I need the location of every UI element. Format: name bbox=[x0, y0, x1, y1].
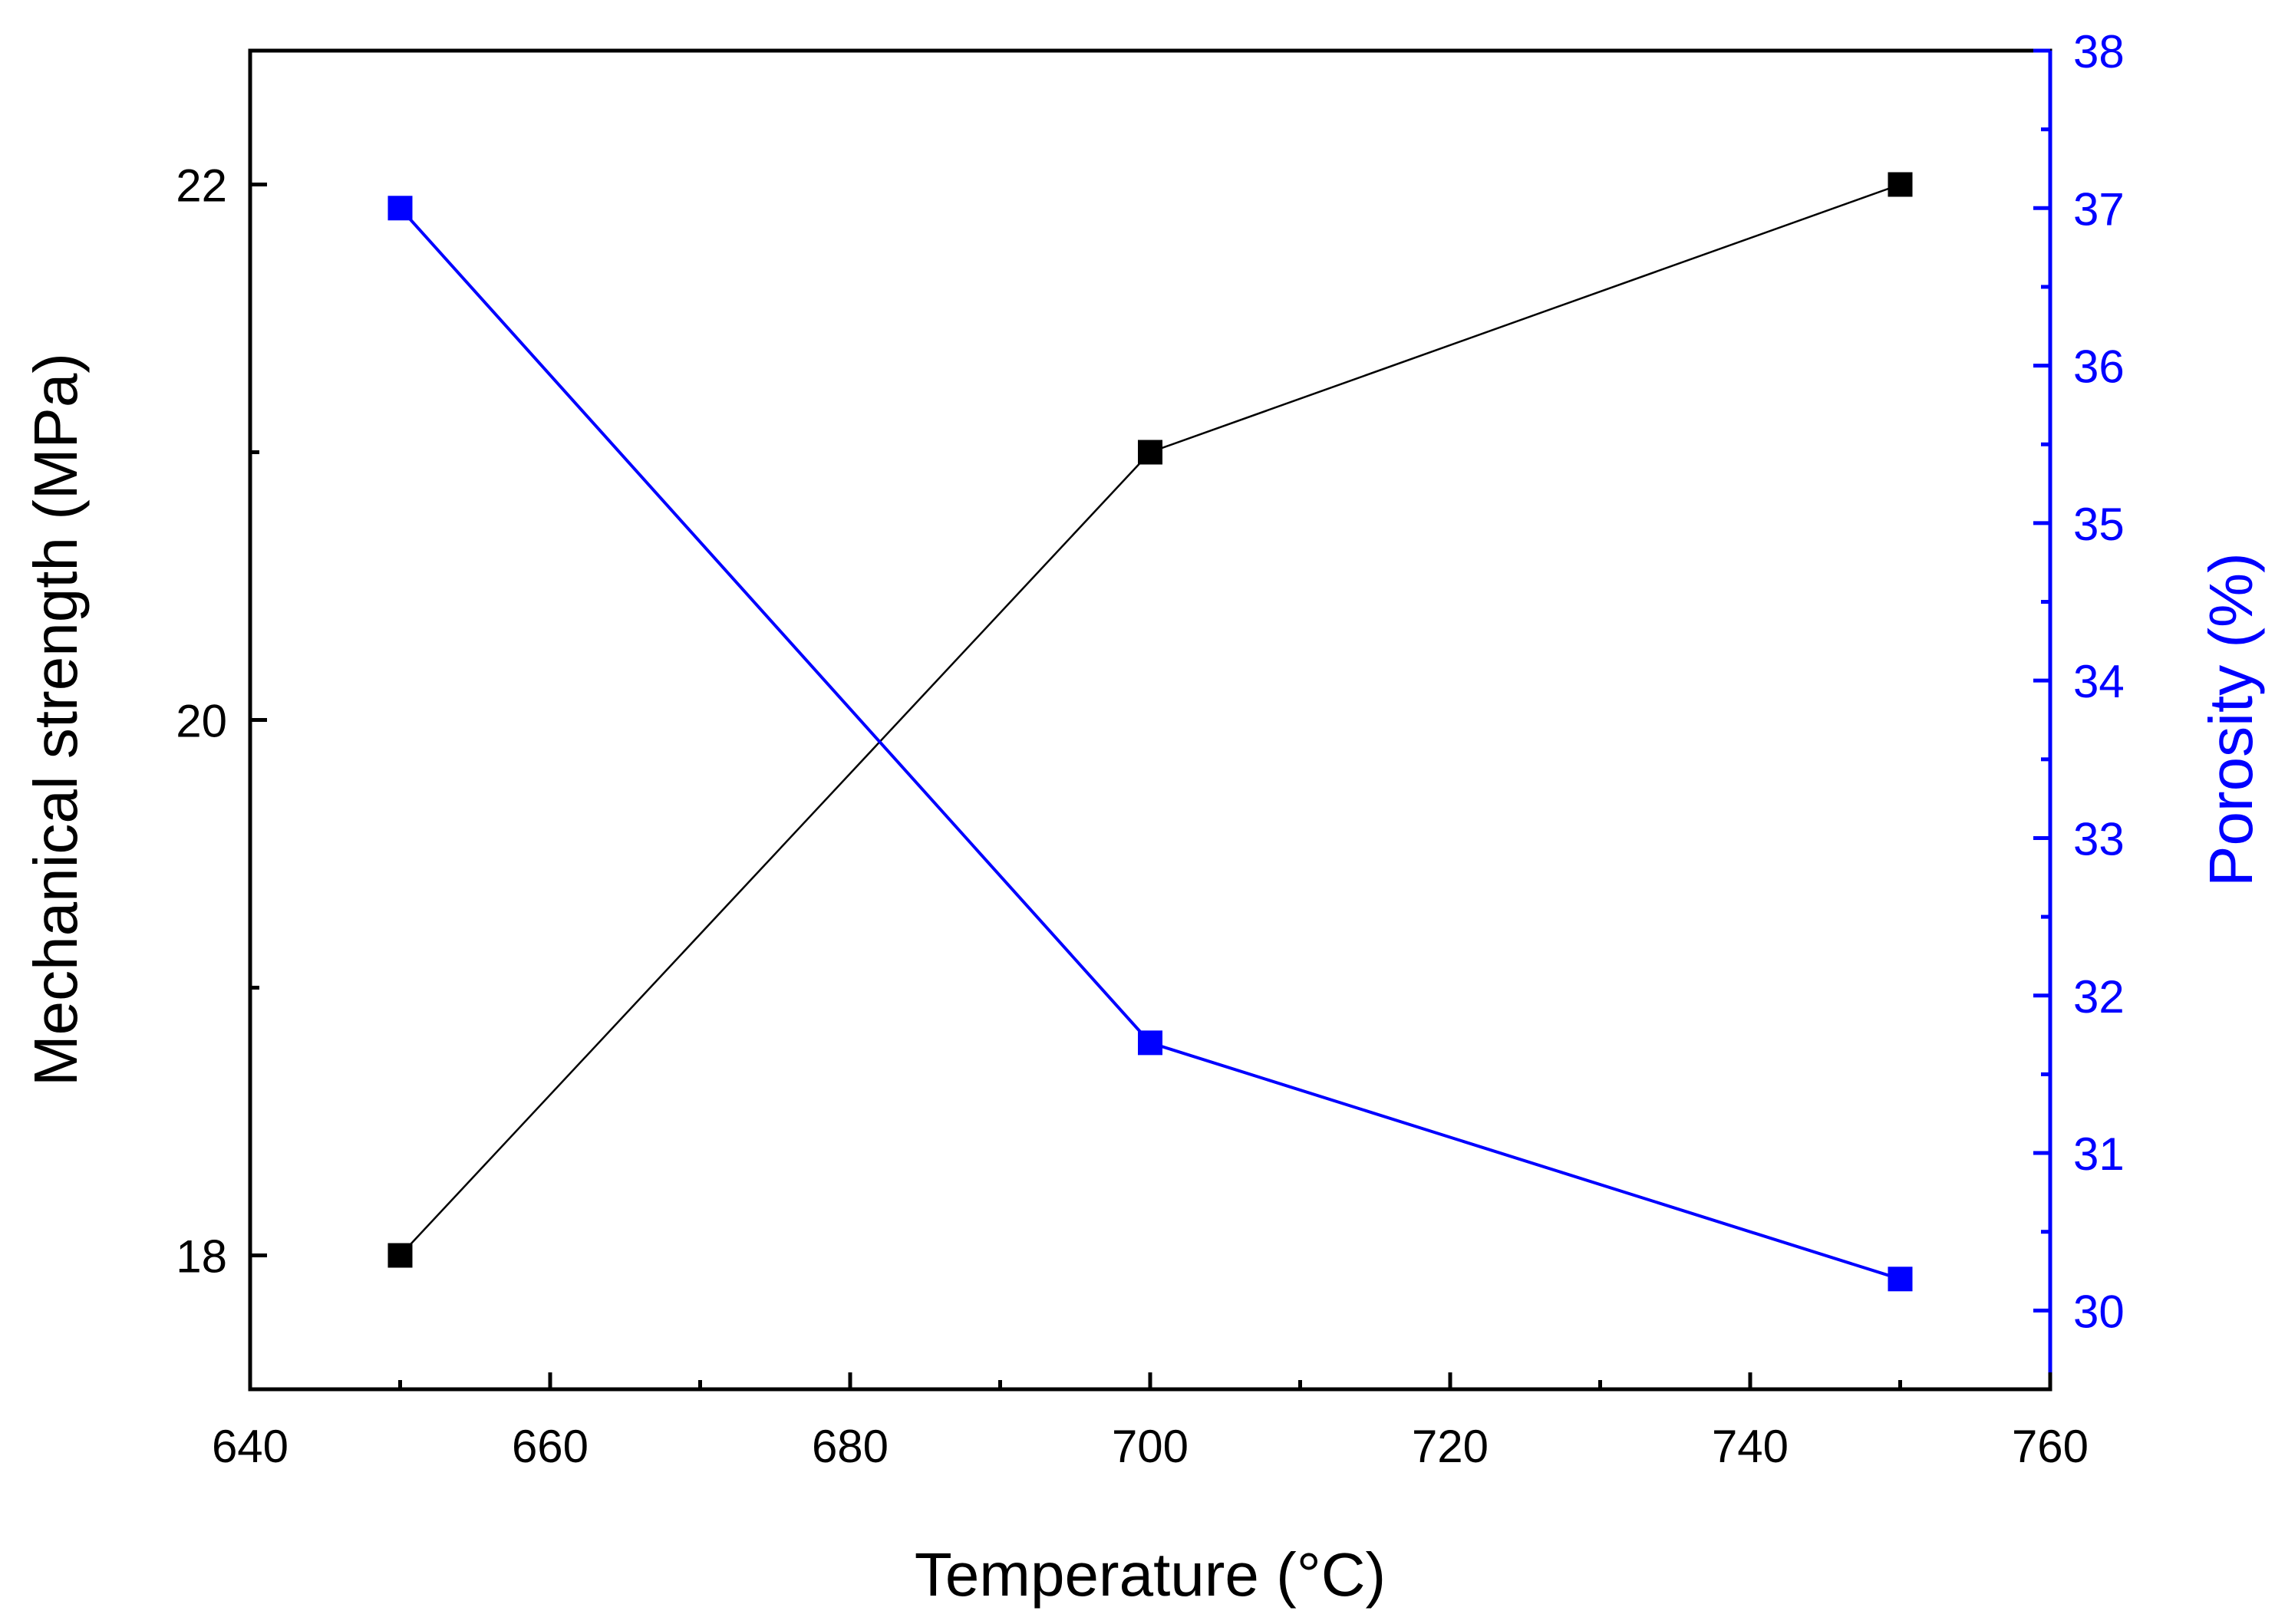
y2-tick-label: 32 bbox=[2073, 971, 2125, 1023]
x-tick-label: 760 bbox=[2012, 1421, 2089, 1472]
x-tick-label: 720 bbox=[1412, 1421, 1489, 1472]
y2-tick-label: 37 bbox=[2073, 183, 2125, 235]
porosity-point bbox=[1888, 1267, 1913, 1292]
x-tick-label: 640 bbox=[212, 1421, 288, 1472]
mechanical-strength-line bbox=[399, 183, 1901, 1257]
y-axis-title: Mechanical strength (MPa) bbox=[21, 353, 90, 1086]
y2-tick-label: 36 bbox=[2073, 341, 2125, 393]
y2-tick-label: 35 bbox=[2073, 499, 2125, 550]
y2-tick-label: 34 bbox=[2073, 656, 2125, 707]
series-markers bbox=[387, 172, 1913, 1292]
ticks bbox=[248, 48, 2052, 1389]
y2-tick-label: 31 bbox=[2073, 1128, 2125, 1180]
mechanical-strength-point bbox=[387, 1243, 413, 1268]
plot-frame bbox=[248, 48, 2052, 1392]
porosity-point bbox=[1138, 1030, 1162, 1056]
y2-tick-label: 33 bbox=[2073, 813, 2125, 865]
series-lines bbox=[399, 183, 1901, 1281]
y-tick-label: 18 bbox=[176, 1231, 227, 1283]
mechanical-strength-point bbox=[1138, 440, 1162, 465]
y2-axis-title: Porosity (%) bbox=[2197, 552, 2265, 887]
x-axis-title: Temperature (°C) bbox=[915, 1540, 1386, 1609]
y-tick-label: 20 bbox=[176, 696, 227, 747]
y-tick-label: 22 bbox=[176, 160, 227, 212]
x-tick-label: 740 bbox=[1712, 1421, 1789, 1472]
tick-labels: 640 660 680 700 720 740 760 18 20 22 30 31 32 33 34 35 3… bbox=[176, 26, 2125, 1472]
x-tick-label: 660 bbox=[512, 1421, 589, 1472]
y2-tick-label: 38 bbox=[2073, 26, 2125, 77]
y2-tick-label: 30 bbox=[2073, 1286, 2125, 1337]
x-tick-label: 680 bbox=[812, 1421, 889, 1472]
porosity-line bbox=[399, 206, 1901, 1281]
porosity-point bbox=[387, 196, 413, 221]
x-tick-label: 700 bbox=[1112, 1421, 1189, 1472]
mechanical-strength-point bbox=[1888, 172, 1913, 197]
